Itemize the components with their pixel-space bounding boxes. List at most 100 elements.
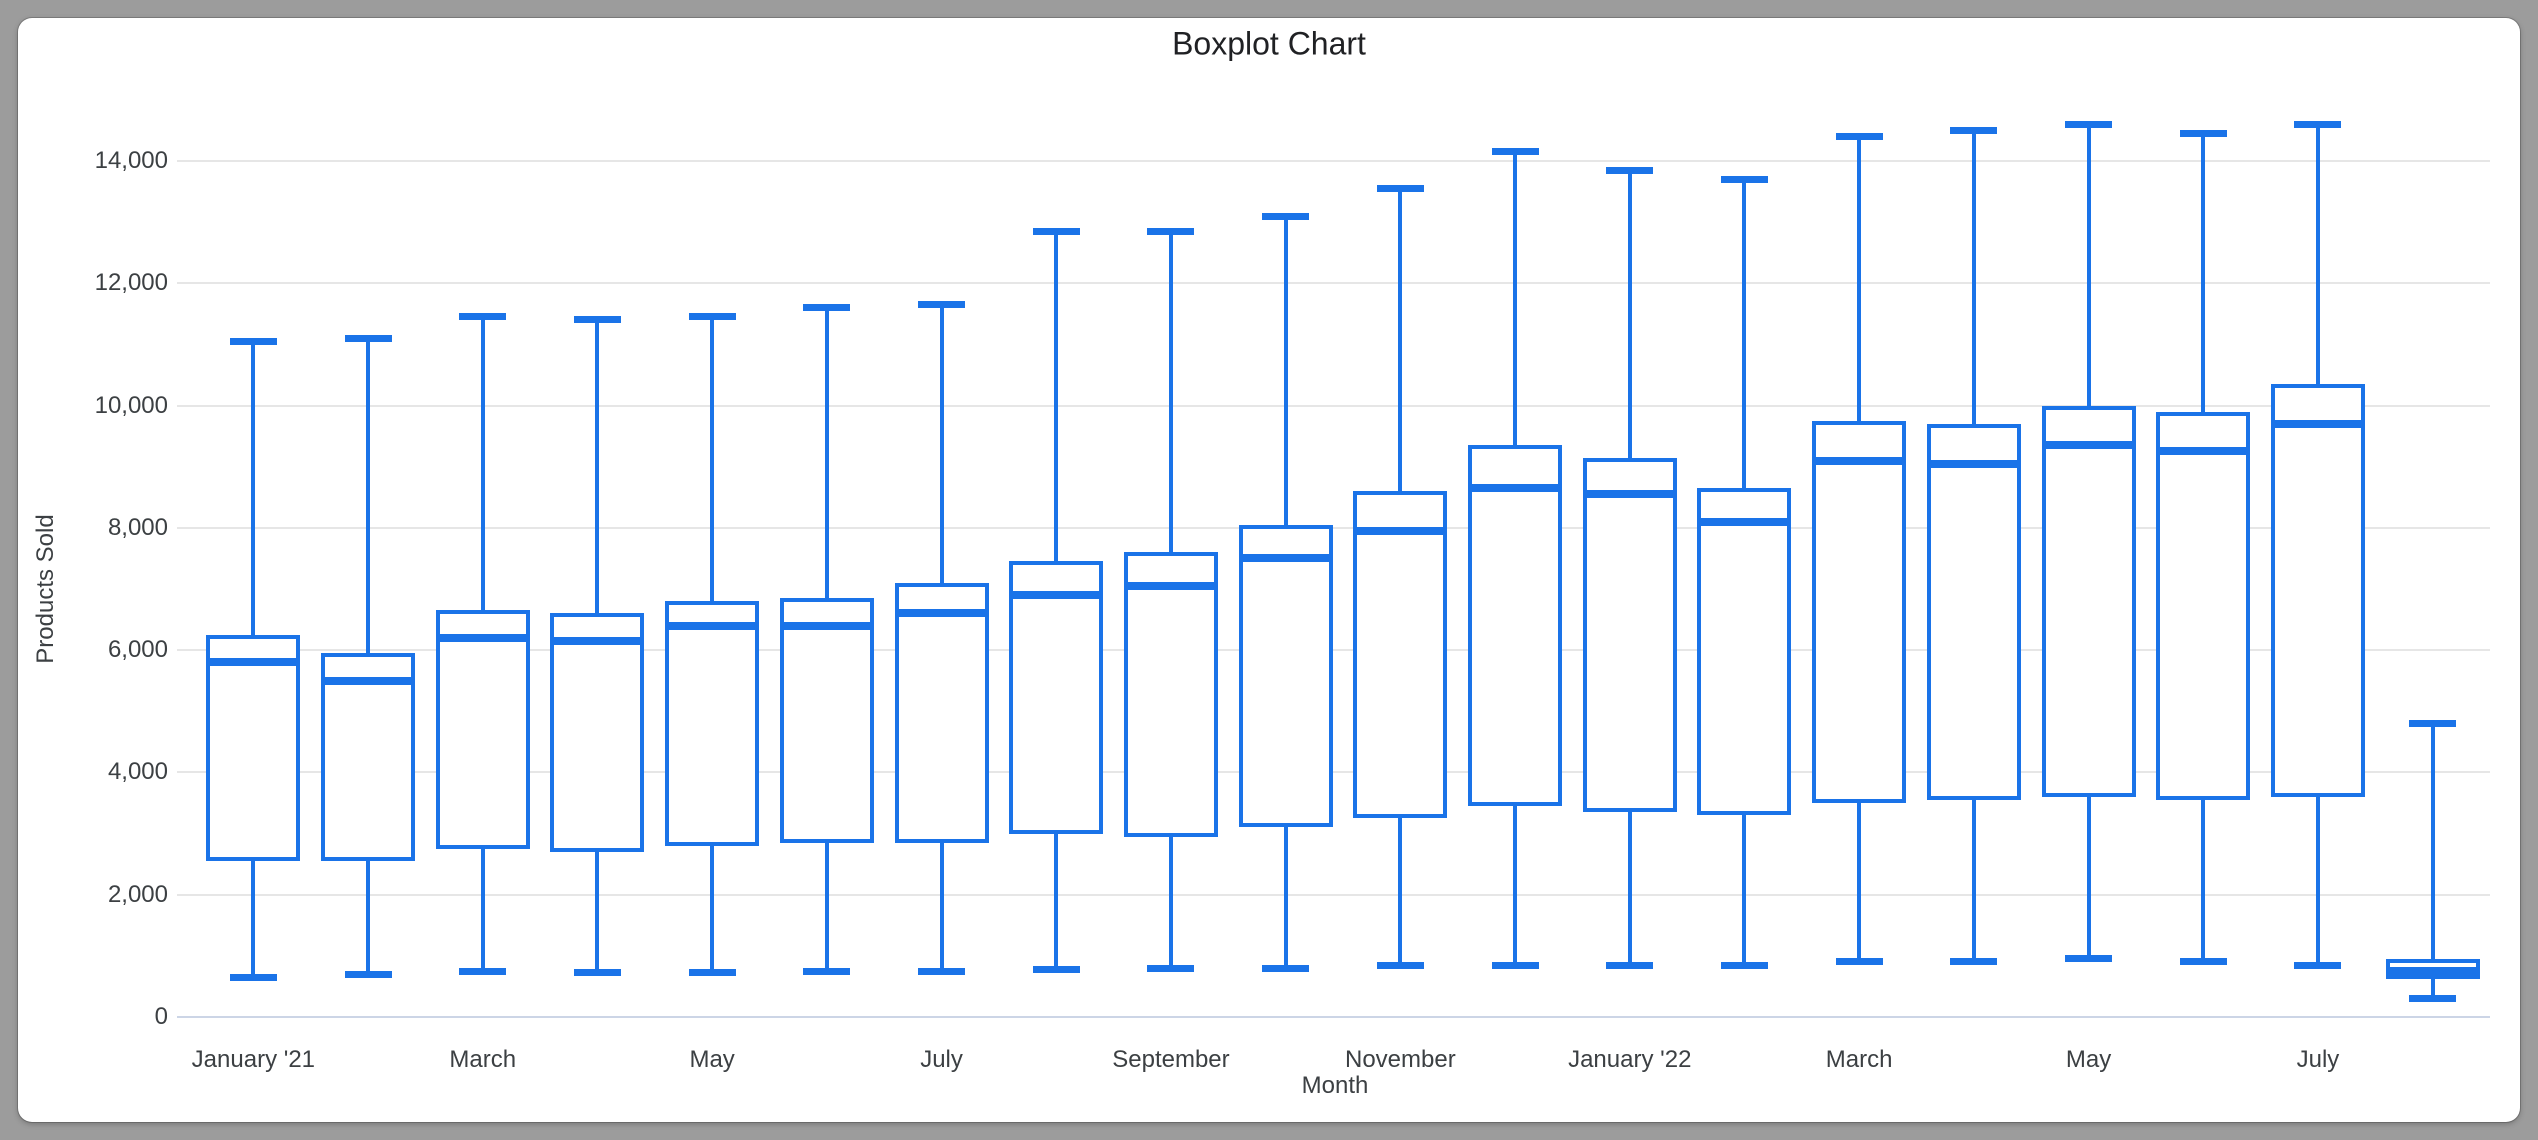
upper-whisker [595, 319, 600, 614]
max-cap [1835, 133, 1883, 141]
y-tick-label-0: 0 [154, 1003, 168, 1030]
iqr-box [894, 582, 989, 843]
min-cap [459, 967, 507, 975]
x-tick-label-january-22: January '22 [1568, 1046, 1692, 1073]
lower-whisker [1627, 812, 1632, 965]
max-cap [573, 316, 621, 324]
x-axis-title: Month [1301, 1072, 1369, 1099]
lower-whisker [1513, 806, 1518, 966]
max-cap [2179, 129, 2227, 137]
max-cap [1262, 212, 1310, 220]
median-line [779, 621, 874, 630]
upper-whisker [1971, 130, 1976, 424]
median-line [1812, 456, 1907, 465]
median-line [1582, 490, 1677, 499]
upper-whisker [2315, 124, 2320, 385]
iqr-box [779, 598, 874, 843]
lower-whisker [366, 861, 371, 975]
max-cap [688, 313, 736, 321]
y-tick-label-10000: 10,000 [94, 391, 168, 419]
iqr-box [206, 634, 301, 862]
min-cap [1606, 961, 1654, 969]
min-cap [573, 969, 621, 977]
median-line [1697, 517, 1792, 526]
max-cap [1950, 126, 1998, 134]
iqr-box [1468, 445, 1563, 807]
median-line [435, 633, 530, 642]
upper-whisker [2201, 133, 2206, 412]
x-tick-label-november: November [1344, 1046, 1456, 1073]
min-cap [918, 967, 966, 975]
median-line [1238, 554, 1333, 563]
lower-whisker [480, 848, 485, 972]
min-cap [1147, 965, 1195, 973]
y-tick-label-14000: 14,000 [94, 147, 168, 174]
median-line [1468, 484, 1563, 493]
iqr-box [1009, 561, 1104, 834]
median-line [2156, 447, 2251, 456]
upper-whisker [366, 338, 371, 654]
min-cap [1491, 961, 1539, 969]
median-line [665, 621, 760, 630]
max-cap [229, 337, 277, 345]
lower-whisker [824, 842, 829, 972]
lower-whisker [710, 845, 715, 973]
chart-card: Boxplot Chart Products Sold Month 0 2,000… [18, 18, 2520, 1122]
max-cap [2065, 120, 2113, 128]
lower-whisker [2430, 979, 2435, 999]
x-tick-label-january-21: January '21 [191, 1046, 316, 1073]
gridline-6000 [177, 649, 2490, 652]
lower-whisker [1168, 836, 1173, 969]
gridline-4000 [177, 771, 2490, 774]
median-line [894, 609, 989, 618]
gridline-8000 [177, 526, 2490, 529]
max-cap [1491, 148, 1539, 156]
x-tick-label-may: May [689, 1046, 735, 1073]
max-cap [1720, 175, 1768, 183]
gridline-2000 [177, 893, 2490, 896]
min-cap [803, 967, 851, 975]
median-line [2270, 419, 2365, 428]
upper-whisker [1627, 170, 1632, 458]
max-cap [1032, 227, 1080, 235]
y-tick-label-8000: 8,000 [107, 513, 168, 541]
min-cap [1262, 964, 1310, 972]
min-cap [2409, 995, 2457, 1003]
upper-whisker [710, 316, 715, 602]
x-tick-label-july: July [920, 1046, 963, 1073]
x-tick-label-may: May [2065, 1046, 2112, 1073]
min-cap [229, 973, 277, 981]
lower-whisker [2086, 796, 2091, 959]
max-cap [2294, 120, 2342, 128]
iqr-box [435, 610, 530, 849]
baseline-gridline [177, 1016, 2490, 1018]
y-tick-label-2000: 2,000 [107, 880, 168, 908]
upper-whisker [1742, 179, 1747, 489]
upper-whisker [1054, 231, 1059, 562]
x-tick-label-march: March [449, 1046, 517, 1073]
max-cap [803, 304, 851, 312]
iqr-box [1582, 457, 1677, 813]
upper-whisker [1168, 231, 1173, 553]
lower-whisker [595, 851, 600, 973]
min-cap [1720, 961, 1768, 969]
iqr-box [665, 601, 760, 846]
x-tick-label-march: March [1825, 1046, 1893, 1073]
max-cap [459, 313, 507, 321]
upper-whisker [1398, 188, 1403, 492]
lower-whisker [1054, 833, 1059, 970]
y-tick-label-6000: 6,000 [107, 636, 168, 664]
median-line [1353, 526, 1448, 535]
median-line [321, 676, 416, 685]
upper-whisker [2086, 124, 2091, 406]
median-line [550, 636, 645, 645]
min-cap [1376, 961, 1424, 969]
median-line [2041, 441, 2136, 450]
median-line [2385, 967, 2480, 976]
median-line [206, 658, 301, 667]
lower-whisker [2201, 799, 2206, 962]
max-cap [2409, 720, 2457, 727]
lower-whisker [2315, 796, 2320, 966]
lower-whisker [251, 861, 256, 978]
